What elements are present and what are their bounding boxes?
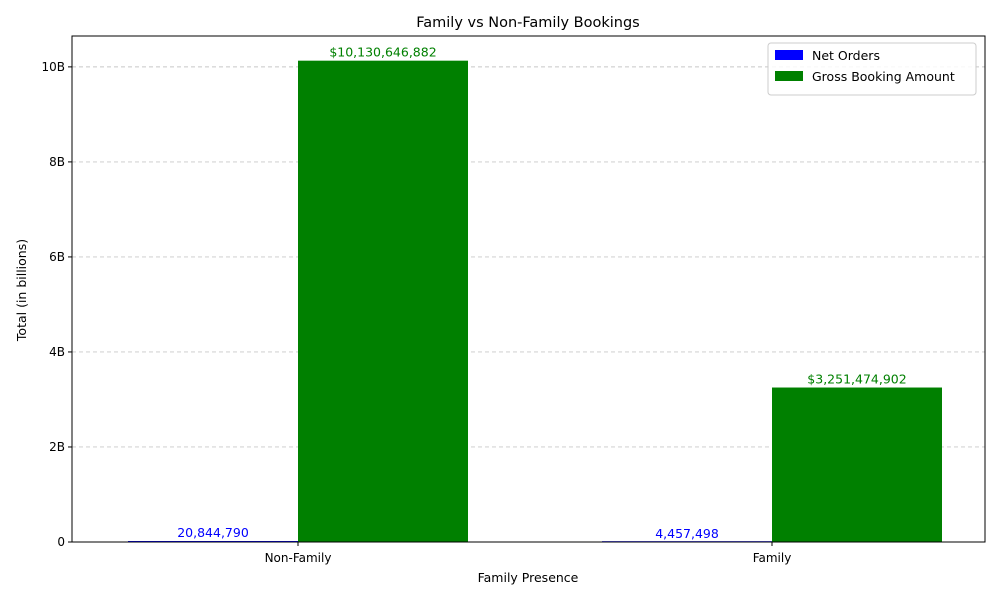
- bars: [128, 60, 942, 543]
- legend-box: [767, 42, 977, 96]
- x-axis-label: Family Presence: [478, 570, 579, 585]
- data-label: $10,130,646,882: [329, 45, 436, 60]
- y-axis-label: Total (in billions): [14, 239, 29, 342]
- x-tick-label: Family: [753, 551, 792, 565]
- gridlines: [72, 66, 985, 448]
- data-label: $3,251,474,902: [807, 372, 906, 387]
- bar-gross-booking-amount: [772, 387, 942, 542]
- axes: 0 2B 4B 6B 8B 10B Non-Family Family: [41, 35, 986, 565]
- data-label: 20,844,790: [177, 525, 249, 540]
- x-tick-label: Non-Family: [265, 551, 332, 565]
- y-tick-label: 10B: [41, 60, 65, 74]
- legend-entry: Gross Booking Amount: [812, 69, 955, 84]
- data-labels: 20,844,790 $10,130,646,882 4,457,498 $3,251…: [177, 45, 906, 541]
- y-tick-label: 6B: [49, 250, 65, 264]
- data-label: 4,457,498: [655, 526, 719, 541]
- legend-entry: Net Orders: [812, 48, 880, 63]
- legend: Net Orders Gross Booking Amount: [767, 42, 977, 96]
- y-tick-label: 8B: [49, 155, 65, 169]
- y-tick-label: 4B: [49, 345, 65, 359]
- legend-swatch: [775, 71, 803, 81]
- chart-title: Family vs Non-Family Bookings: [416, 15, 639, 31]
- y-tick-label: 2B: [49, 440, 65, 454]
- bar-gross-booking-amount: [298, 60, 468, 543]
- plot-frame: [71, 35, 986, 543]
- legend-swatch: [775, 50, 803, 60]
- y-tick-label: 0: [57, 535, 65, 549]
